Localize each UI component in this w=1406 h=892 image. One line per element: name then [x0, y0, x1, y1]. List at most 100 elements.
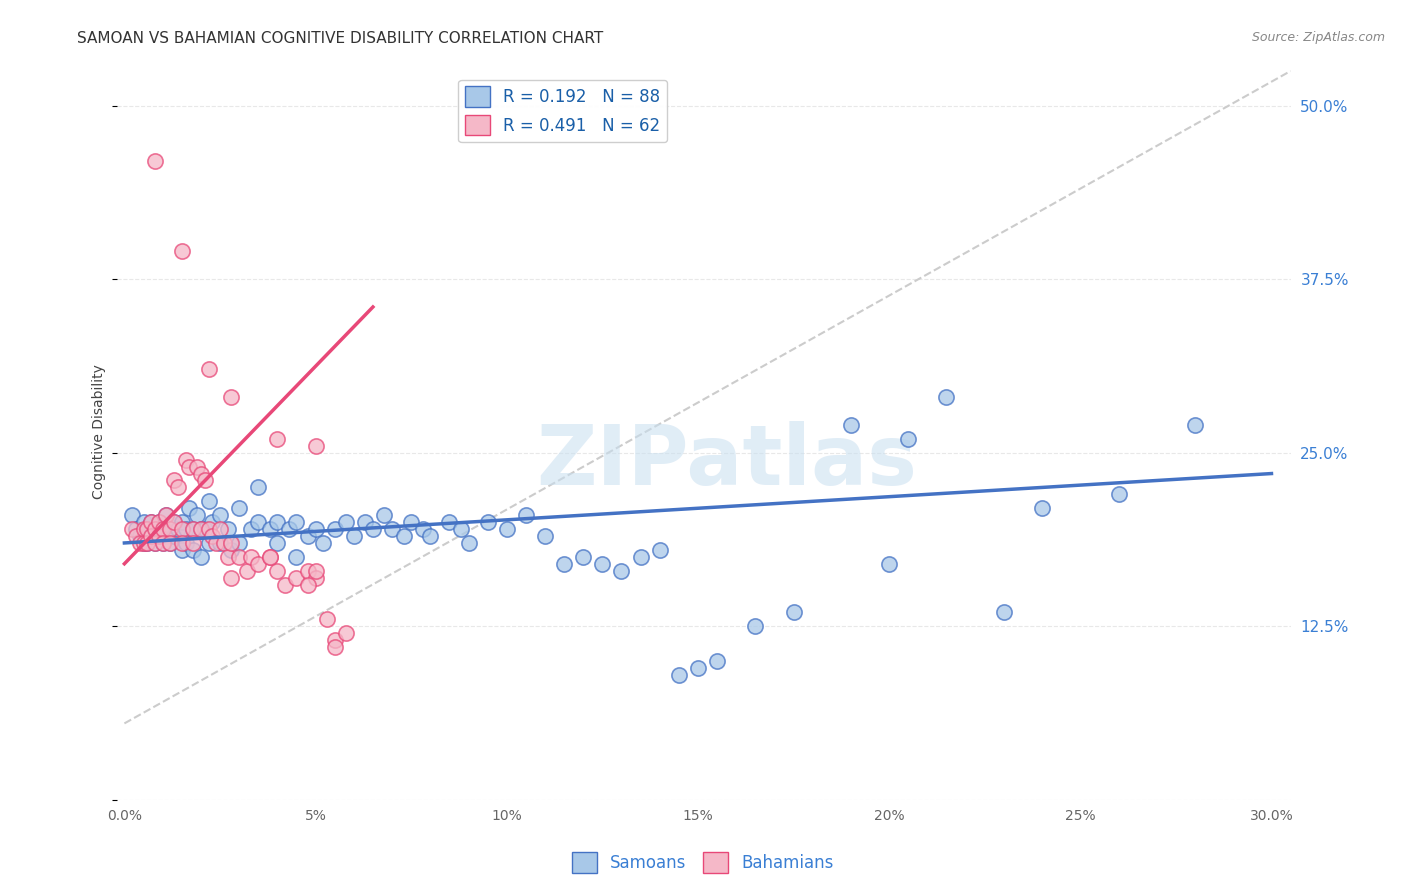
- Point: [136, 536, 159, 550]
- Point: [205, 536, 228, 550]
- Point: [143, 154, 166, 169]
- Point: [212, 536, 235, 550]
- Point: [335, 626, 357, 640]
- Point: [143, 536, 166, 550]
- Point: [274, 577, 297, 591]
- Point: [935, 390, 957, 404]
- Point: [343, 529, 366, 543]
- Point: [439, 515, 461, 529]
- Point: [228, 549, 250, 564]
- Point: [450, 522, 472, 536]
- Point: [247, 557, 270, 571]
- Point: [477, 515, 499, 529]
- Point: [217, 522, 239, 536]
- Point: [208, 508, 231, 523]
- Point: [228, 536, 250, 550]
- Point: [170, 522, 193, 536]
- Point: [285, 549, 308, 564]
- Point: [839, 417, 862, 432]
- Point: [179, 459, 201, 474]
- Point: [266, 536, 288, 550]
- Point: [266, 432, 288, 446]
- Point: [121, 508, 143, 523]
- Point: [136, 522, 159, 536]
- Point: [277, 522, 299, 536]
- Point: [247, 515, 270, 529]
- Point: [143, 536, 166, 550]
- Point: [354, 515, 377, 529]
- Point: [297, 564, 319, 578]
- Point: [128, 536, 150, 550]
- Point: [159, 536, 181, 550]
- Point: [457, 536, 479, 550]
- Point: [239, 549, 262, 564]
- Point: [630, 549, 652, 564]
- Point: [259, 522, 281, 536]
- Point: [152, 522, 174, 536]
- Point: [304, 522, 326, 536]
- Point: [197, 522, 219, 536]
- Point: [141, 529, 163, 543]
- Point: [181, 536, 204, 550]
- Point: [247, 480, 270, 494]
- Point: [201, 515, 224, 529]
- Point: [159, 522, 181, 536]
- Point: [993, 606, 1015, 620]
- Point: [197, 494, 219, 508]
- Point: [877, 557, 900, 571]
- Point: [163, 515, 186, 529]
- Point: [170, 515, 193, 529]
- Point: [181, 522, 204, 536]
- Point: [141, 529, 163, 543]
- Point: [136, 522, 159, 536]
- Point: [304, 571, 326, 585]
- Point: [159, 536, 181, 550]
- Point: [152, 522, 174, 536]
- Point: [515, 508, 537, 523]
- Point: [304, 564, 326, 578]
- Point: [323, 633, 346, 648]
- Point: [125, 529, 148, 543]
- Point: [155, 508, 177, 523]
- Point: [152, 536, 174, 550]
- Point: [208, 536, 231, 550]
- Point: [266, 564, 288, 578]
- Point: [297, 577, 319, 591]
- Point: [186, 459, 208, 474]
- Point: [221, 536, 243, 550]
- Point: [335, 515, 357, 529]
- Point: [312, 536, 335, 550]
- Text: ZIPatlas: ZIPatlas: [537, 421, 918, 502]
- Point: [190, 467, 212, 481]
- Point: [194, 474, 217, 488]
- Point: [141, 515, 163, 529]
- Point: [136, 536, 159, 550]
- Y-axis label: Cognitive Disability: Cognitive Disability: [93, 365, 107, 500]
- Point: [190, 549, 212, 564]
- Point: [163, 515, 186, 529]
- Point: [132, 522, 155, 536]
- Point: [197, 362, 219, 376]
- Point: [259, 549, 281, 564]
- Point: [148, 515, 170, 529]
- Point: [221, 571, 243, 585]
- Point: [744, 619, 766, 633]
- Point: [572, 549, 595, 564]
- Point: [132, 536, 155, 550]
- Point: [412, 522, 434, 536]
- Point: [419, 529, 441, 543]
- Point: [648, 542, 671, 557]
- Point: [186, 508, 208, 523]
- Point: [163, 529, 186, 543]
- Point: [239, 522, 262, 536]
- Point: [304, 439, 326, 453]
- Point: [668, 668, 690, 682]
- Point: [285, 515, 308, 529]
- Point: [553, 557, 575, 571]
- Point: [221, 390, 243, 404]
- Text: SAMOAN VS BAHAMIAN COGNITIVE DISABILITY CORRELATION CHART: SAMOAN VS BAHAMIAN COGNITIVE DISABILITY …: [77, 31, 603, 46]
- Point: [235, 564, 257, 578]
- Point: [591, 557, 613, 571]
- Point: [155, 508, 177, 523]
- Text: Source: ZipAtlas.com: Source: ZipAtlas.com: [1251, 31, 1385, 45]
